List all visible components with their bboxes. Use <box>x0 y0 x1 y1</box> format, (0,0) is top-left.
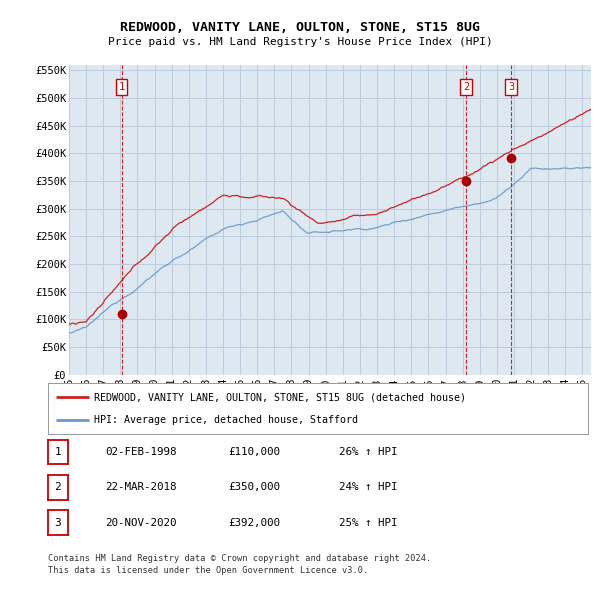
Text: This data is licensed under the Open Government Licence v3.0.: This data is licensed under the Open Gov… <box>48 566 368 575</box>
Text: 2: 2 <box>463 82 469 92</box>
Text: REDWOOD, VANITY LANE, OULTON, STONE, ST15 8UG: REDWOOD, VANITY LANE, OULTON, STONE, ST1… <box>120 21 480 34</box>
Text: 20-NOV-2020: 20-NOV-2020 <box>105 518 176 527</box>
Text: HPI: Average price, detached house, Stafford: HPI: Average price, detached house, Staf… <box>94 415 358 425</box>
Text: £110,000: £110,000 <box>228 447 280 457</box>
Text: Contains HM Land Registry data © Crown copyright and database right 2024.: Contains HM Land Registry data © Crown c… <box>48 555 431 563</box>
Text: £392,000: £392,000 <box>228 518 280 527</box>
Text: Price paid vs. HM Land Registry's House Price Index (HPI): Price paid vs. HM Land Registry's House … <box>107 37 493 47</box>
Text: 3: 3 <box>55 518 61 527</box>
Text: 1: 1 <box>119 82 125 92</box>
Text: 02-FEB-1998: 02-FEB-1998 <box>105 447 176 457</box>
Text: 25% ↑ HPI: 25% ↑ HPI <box>339 518 397 527</box>
Text: 3: 3 <box>508 82 514 92</box>
Text: 2: 2 <box>55 483 61 492</box>
Text: REDWOOD, VANITY LANE, OULTON, STONE, ST15 8UG (detached house): REDWOOD, VANITY LANE, OULTON, STONE, ST1… <box>94 392 466 402</box>
Text: 24% ↑ HPI: 24% ↑ HPI <box>339 483 397 492</box>
Text: 1: 1 <box>55 447 61 457</box>
Text: 22-MAR-2018: 22-MAR-2018 <box>105 483 176 492</box>
Text: £350,000: £350,000 <box>228 483 280 492</box>
Text: 26% ↑ HPI: 26% ↑ HPI <box>339 447 397 457</box>
